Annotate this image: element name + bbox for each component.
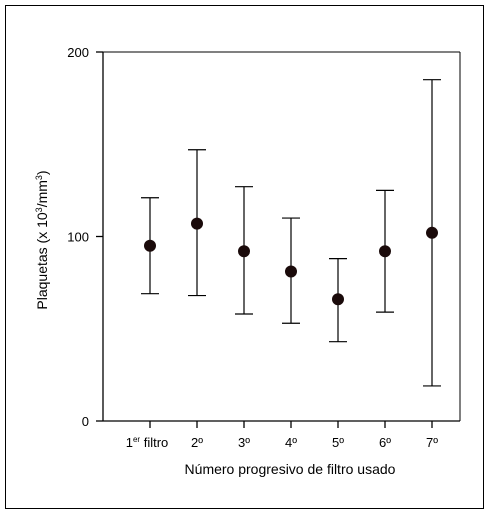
data-point (238, 245, 250, 258)
y-tick-label: 100 (67, 230, 89, 245)
data-point (191, 217, 203, 230)
x-tick-label: 6º (379, 435, 391, 450)
x-tick-label: 5º (332, 435, 344, 450)
data-point-group (141, 197, 159, 295)
data-point-group (282, 217, 300, 324)
x-tick-label: 3º (238, 435, 250, 450)
x-tick-label: 4º (285, 435, 297, 450)
data-point-group (329, 258, 347, 343)
x-tick-label: 2º (191, 435, 203, 450)
data-point (332, 293, 344, 306)
data-point-group (376, 189, 394, 313)
data-point (426, 226, 438, 239)
data-point (144, 239, 156, 252)
y-tick-label: 200 (67, 45, 89, 60)
figure-frame (5, 5, 484, 509)
data-point (379, 245, 391, 258)
data-point-group (423, 79, 441, 387)
y-tick-label: 0 (82, 414, 89, 429)
data-point-group (188, 149, 206, 297)
y-axis-title: Plaquetas (x 103/mm3) (34, 170, 50, 309)
x-tick-label: 7º (426, 435, 438, 450)
x-axis-title: Número progresivo de filtro usado (185, 461, 396, 477)
data-point (285, 265, 297, 278)
x-tick-label: 1er filtro (126, 435, 169, 450)
data-point-group (235, 186, 253, 315)
